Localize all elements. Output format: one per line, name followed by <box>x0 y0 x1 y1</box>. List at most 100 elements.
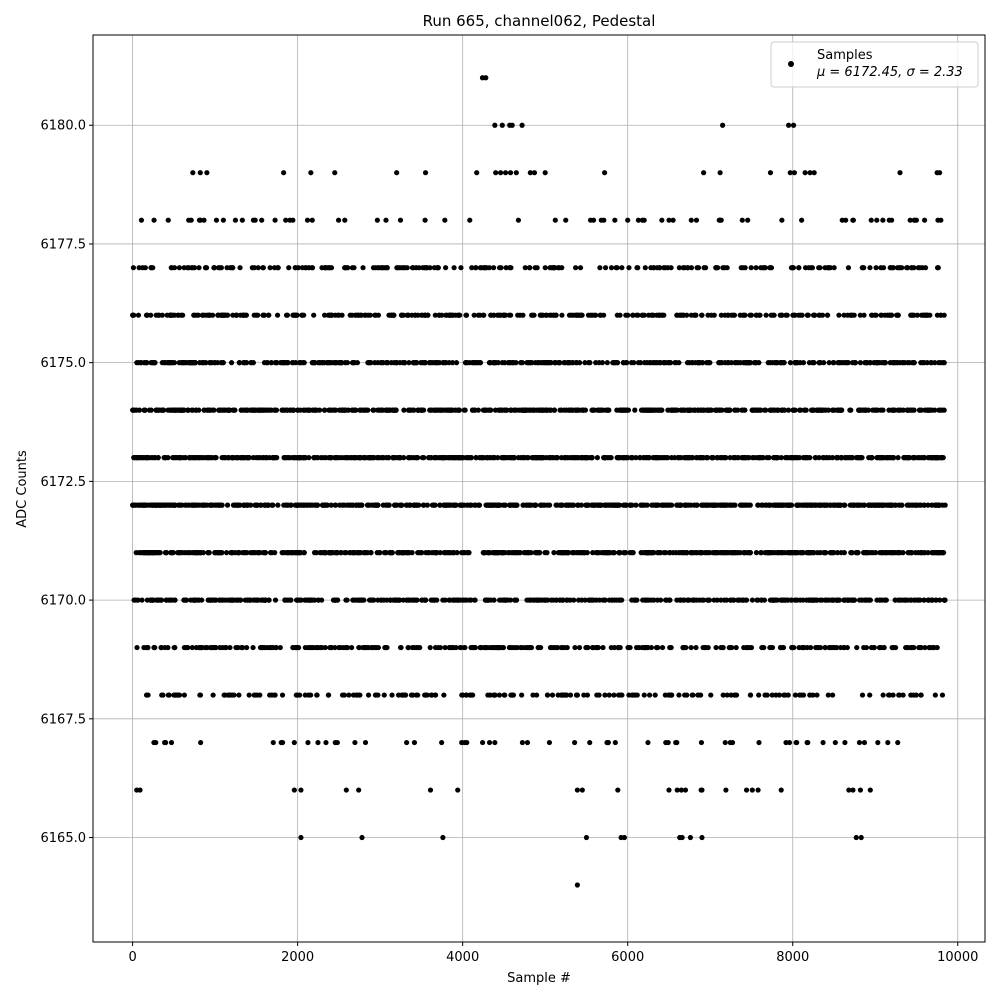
data-point <box>388 550 394 556</box>
data-point <box>646 692 653 698</box>
data-point <box>133 550 139 556</box>
data-point <box>199 597 205 603</box>
data-point <box>913 692 919 698</box>
data-point <box>619 597 625 603</box>
data-point <box>658 407 664 413</box>
data-point <box>789 597 795 603</box>
data-point <box>616 550 622 556</box>
data-point <box>548 312 555 318</box>
data-point <box>638 502 644 508</box>
data-point <box>232 217 239 223</box>
data-point <box>486 739 493 746</box>
data-point <box>772 407 778 413</box>
data-point <box>735 407 741 413</box>
data-point <box>508 407 514 413</box>
data-point <box>881 644 887 651</box>
data-point <box>365 692 372 698</box>
data-point <box>880 217 886 223</box>
data-point <box>352 739 358 746</box>
data-point <box>193 502 200 508</box>
data-point <box>794 360 800 366</box>
data-point <box>637 455 643 461</box>
data-point <box>143 692 150 698</box>
data-point <box>377 407 384 413</box>
data-point <box>778 787 784 793</box>
data-point <box>295 644 301 651</box>
data-point <box>244 407 250 413</box>
data-point <box>351 360 357 366</box>
data-point <box>880 692 886 698</box>
data-point <box>462 360 469 366</box>
data-point <box>388 312 395 318</box>
data-point <box>565 360 571 366</box>
data-point <box>432 597 438 603</box>
data-point <box>206 550 212 556</box>
data-point <box>836 312 842 318</box>
data-point <box>283 217 289 223</box>
data-point <box>551 265 557 271</box>
data-point <box>193 455 199 461</box>
data-point <box>401 550 407 556</box>
data-point <box>714 455 721 461</box>
data-point <box>675 502 681 508</box>
data-point <box>150 265 156 271</box>
data-point <box>731 597 737 603</box>
data-point <box>666 360 672 366</box>
data-point <box>722 739 728 746</box>
data-point <box>141 360 147 366</box>
data-point <box>421 502 427 508</box>
data-point <box>549 692 556 698</box>
data-point <box>431 407 438 413</box>
x-tick-label: 8000 <box>776 950 809 965</box>
data-point <box>684 455 690 461</box>
data-point <box>857 407 863 413</box>
data-point <box>842 739 848 746</box>
data-point <box>659 644 666 651</box>
data-point <box>368 550 374 556</box>
data-point <box>925 502 931 508</box>
data-point <box>181 597 187 603</box>
data-point <box>308 502 314 508</box>
data-point <box>327 455 333 461</box>
data-point <box>633 502 639 508</box>
data-point <box>921 502 927 508</box>
data-point <box>450 597 456 603</box>
data-point <box>827 550 833 556</box>
data-point <box>578 312 585 318</box>
y-axis-label: ADC Counts <box>15 450 30 528</box>
data-point <box>385 407 391 413</box>
data-point <box>938 312 944 318</box>
data-point <box>208 502 214 508</box>
data-point <box>364 407 370 413</box>
data-point <box>844 644 850 651</box>
data-point <box>304 217 311 223</box>
data-point <box>642 265 648 271</box>
data-point <box>892 597 898 603</box>
data-point <box>597 502 603 508</box>
data-point <box>918 312 925 318</box>
data-point <box>427 787 434 793</box>
data-point <box>227 692 233 698</box>
data-point <box>230 502 237 508</box>
data-point <box>575 502 581 508</box>
data-point <box>834 550 841 556</box>
data-point <box>515 217 522 223</box>
data-point <box>259 644 265 651</box>
data-point <box>615 502 621 508</box>
data-point <box>685 597 691 603</box>
data-point <box>766 502 772 508</box>
data-point <box>587 739 593 746</box>
data-point <box>163 739 169 746</box>
data-point <box>238 407 244 413</box>
data-point <box>307 597 313 603</box>
data-point <box>501 360 508 366</box>
data-point <box>654 502 660 508</box>
data-point <box>578 455 584 461</box>
data-point <box>819 407 825 413</box>
data-point <box>342 265 348 271</box>
data-point <box>668 455 675 461</box>
data-point <box>676 265 682 271</box>
data-point <box>867 787 873 793</box>
data-point <box>744 360 751 366</box>
data-point <box>817 597 823 603</box>
